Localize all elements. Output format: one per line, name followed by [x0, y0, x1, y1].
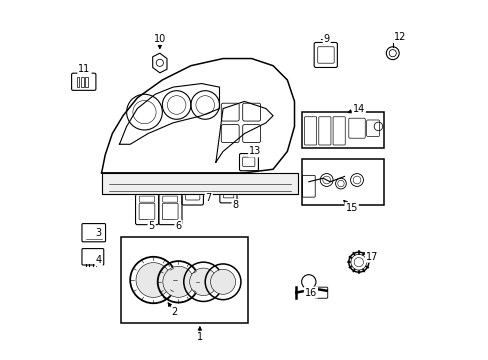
Polygon shape [102, 173, 298, 194]
Circle shape [163, 266, 194, 297]
Text: 9: 9 [323, 34, 329, 44]
Bar [121, 237, 247, 323]
Text: 2: 2 [171, 307, 178, 317]
Bar [77, 77, 80, 87]
Text: 16: 16 [304, 288, 316, 297]
Circle shape [189, 268, 217, 296]
Bar [81, 77, 83, 87]
Text: 12: 12 [393, 32, 405, 42]
Text: 17: 17 [365, 252, 377, 262]
Circle shape [210, 269, 235, 294]
Text: 1: 1 [196, 332, 203, 342]
Bar [301, 112, 383, 148]
Text: 15: 15 [345, 203, 357, 213]
Bar [85, 77, 88, 87]
Text: 14: 14 [352, 104, 364, 113]
Bar [301, 158, 383, 205]
Circle shape [136, 262, 170, 297]
Text: 4: 4 [96, 255, 102, 265]
Text: 6: 6 [175, 221, 181, 231]
Text: 7: 7 [205, 193, 211, 203]
Text: 8: 8 [232, 200, 238, 210]
Text: 10: 10 [153, 34, 165, 44]
Text: 13: 13 [248, 147, 261, 157]
Text: 3: 3 [96, 228, 102, 238]
Text: 5: 5 [148, 221, 154, 231]
Text: 11: 11 [78, 64, 90, 74]
